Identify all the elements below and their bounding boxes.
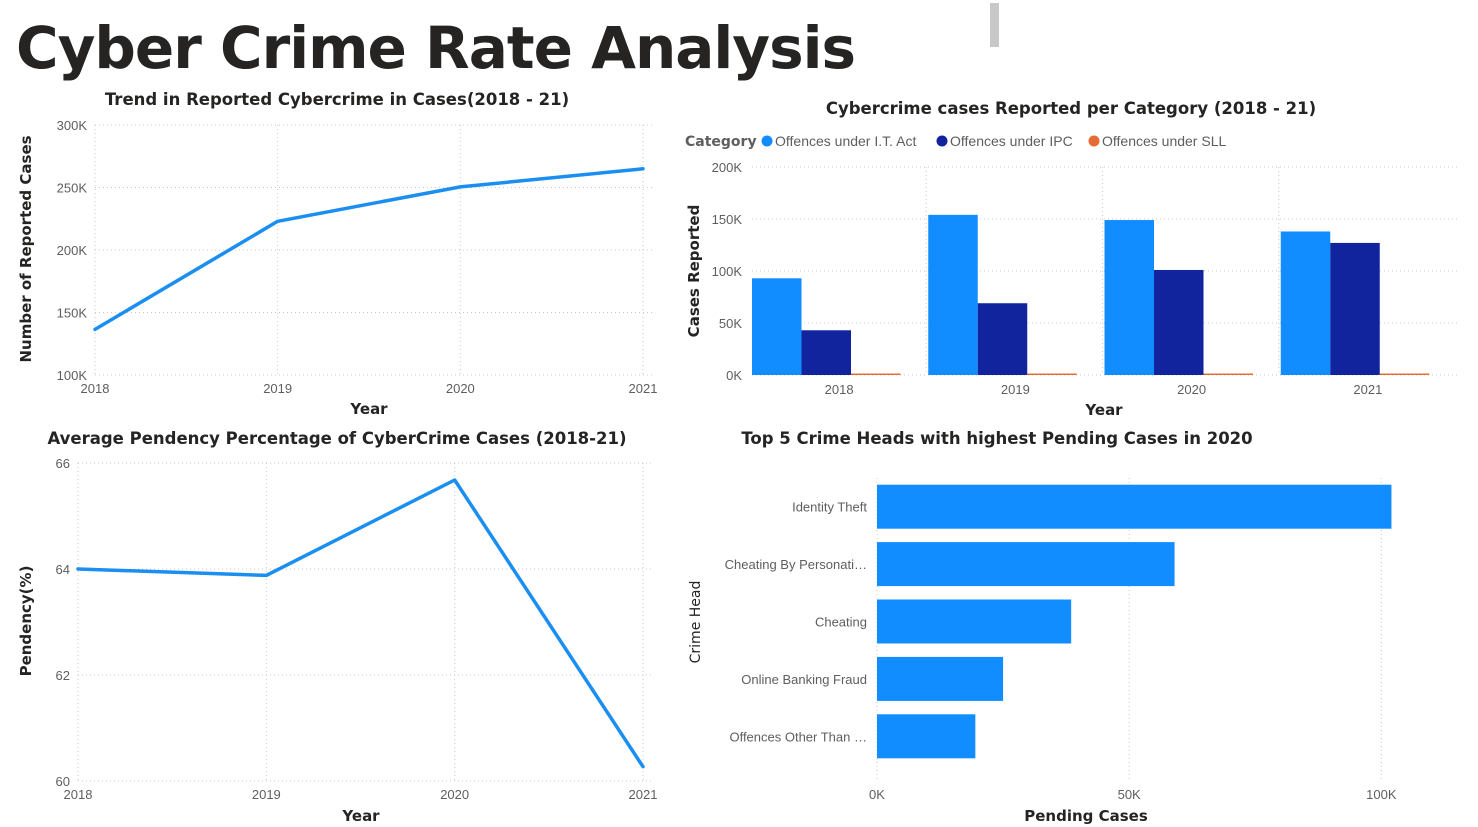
x-tick-label: 2021	[629, 787, 658, 802]
x-axis-title: Year	[341, 807, 380, 825]
y-tick-label: 150K	[712, 212, 743, 227]
y-axis-title: Number of Reported Cases	[17, 135, 35, 362]
legend-marker	[1088, 135, 1100, 147]
y-tick-label: Offences Other Than …	[729, 729, 867, 744]
chart-title: Cybercrime cases Reported per Category (…	[826, 99, 1316, 118]
bar	[1280, 231, 1331, 375]
y-tick-label: 100K	[712, 264, 743, 279]
y-tick-label: 64	[56, 562, 70, 577]
y-tick-label: 60	[56, 774, 70, 789]
bar	[752, 278, 802, 375]
y-tick-label: 62	[56, 668, 70, 683]
legend-label: Offences under SLL	[1102, 133, 1226, 149]
y-tick-label: 50K	[719, 316, 742, 331]
x-axis-title: Year	[1084, 401, 1123, 419]
x-tick-label: 50K	[1118, 787, 1141, 802]
scroll-marker	[990, 3, 999, 47]
y-tick-label: 0K	[726, 368, 742, 383]
y-axis-title: Pendency(%)	[17, 566, 35, 677]
y-tick-label: 300K	[57, 118, 88, 133]
y-tick-label: 150K	[57, 306, 88, 321]
x-tick-label: 2020	[440, 787, 469, 802]
bar	[877, 714, 976, 759]
y-tick-label: 66	[56, 456, 70, 471]
x-tick-label: 2018	[825, 382, 854, 397]
bar	[928, 214, 978, 375]
y-tick-label: Identity Theft	[792, 500, 867, 515]
bar	[977, 303, 1028, 375]
y-tick-label: 200K	[712, 160, 743, 175]
bar	[877, 542, 1175, 587]
bar	[1154, 269, 1204, 375]
bar	[851, 373, 901, 375]
chart-title: Trend in Reported Cybercrime in Cases(20…	[105, 90, 569, 109]
x-tick-label: 2019	[263, 381, 292, 396]
bar	[1379, 373, 1430, 375]
legend-marker	[936, 135, 948, 147]
chart-title: Top 5 Crime Heads with highest Pending C…	[741, 429, 1252, 448]
y-axis-title: Cases Reported	[685, 205, 703, 338]
series-line	[93, 167, 645, 332]
x-tick-label: 2020	[1177, 382, 1206, 397]
y-tick-label: Cheating By Personati…	[725, 557, 867, 572]
y-tick-label: 100K	[57, 368, 88, 383]
y-tick-label: 250K	[57, 181, 88, 196]
bar	[877, 599, 1072, 644]
legend[interactable]: Category Offences under I.T. Act Offences …	[685, 133, 1226, 150]
legend-title: Category	[685, 134, 757, 150]
y-tick-label: 200K	[57, 243, 88, 258]
bar	[1330, 242, 1380, 375]
legend-marker	[761, 135, 773, 147]
bar	[801, 330, 851, 375]
x-tick-label: 2019	[1001, 382, 1030, 397]
bar	[877, 656, 1004, 701]
x-tick-label: 2021	[1353, 382, 1382, 397]
chart-title: Average Pendency Percentage of CyberCrim…	[47, 429, 626, 448]
y-tick-label: Cheating	[815, 615, 867, 630]
x-tick-label: 0K	[869, 787, 885, 802]
x-axis-title: Year	[349, 400, 388, 418]
legend-label: Offences under IPC	[950, 133, 1073, 149]
x-axis-title: Pending Cases	[1024, 807, 1148, 825]
x-tick-label: 2018	[64, 787, 93, 802]
x-tick-label: 2021	[629, 381, 658, 396]
series-line	[76, 478, 645, 769]
y-tick-label: Online Banking Fraud	[741, 672, 867, 687]
bar	[1203, 373, 1253, 375]
bar	[1027, 373, 1077, 375]
x-tick-label: 2020	[446, 381, 475, 396]
y-axis-title: Crime Head	[688, 581, 704, 664]
legend-label: Offences under I.T. Act	[775, 133, 916, 149]
x-tick-label: 2018	[81, 381, 110, 396]
bar	[877, 484, 1392, 529]
x-tick-label: 100K	[1366, 787, 1397, 802]
bar	[1104, 220, 1154, 375]
page-title: Cyber Crime Rate Analysis	[16, 14, 856, 82]
x-tick-label: 2019	[252, 787, 281, 802]
